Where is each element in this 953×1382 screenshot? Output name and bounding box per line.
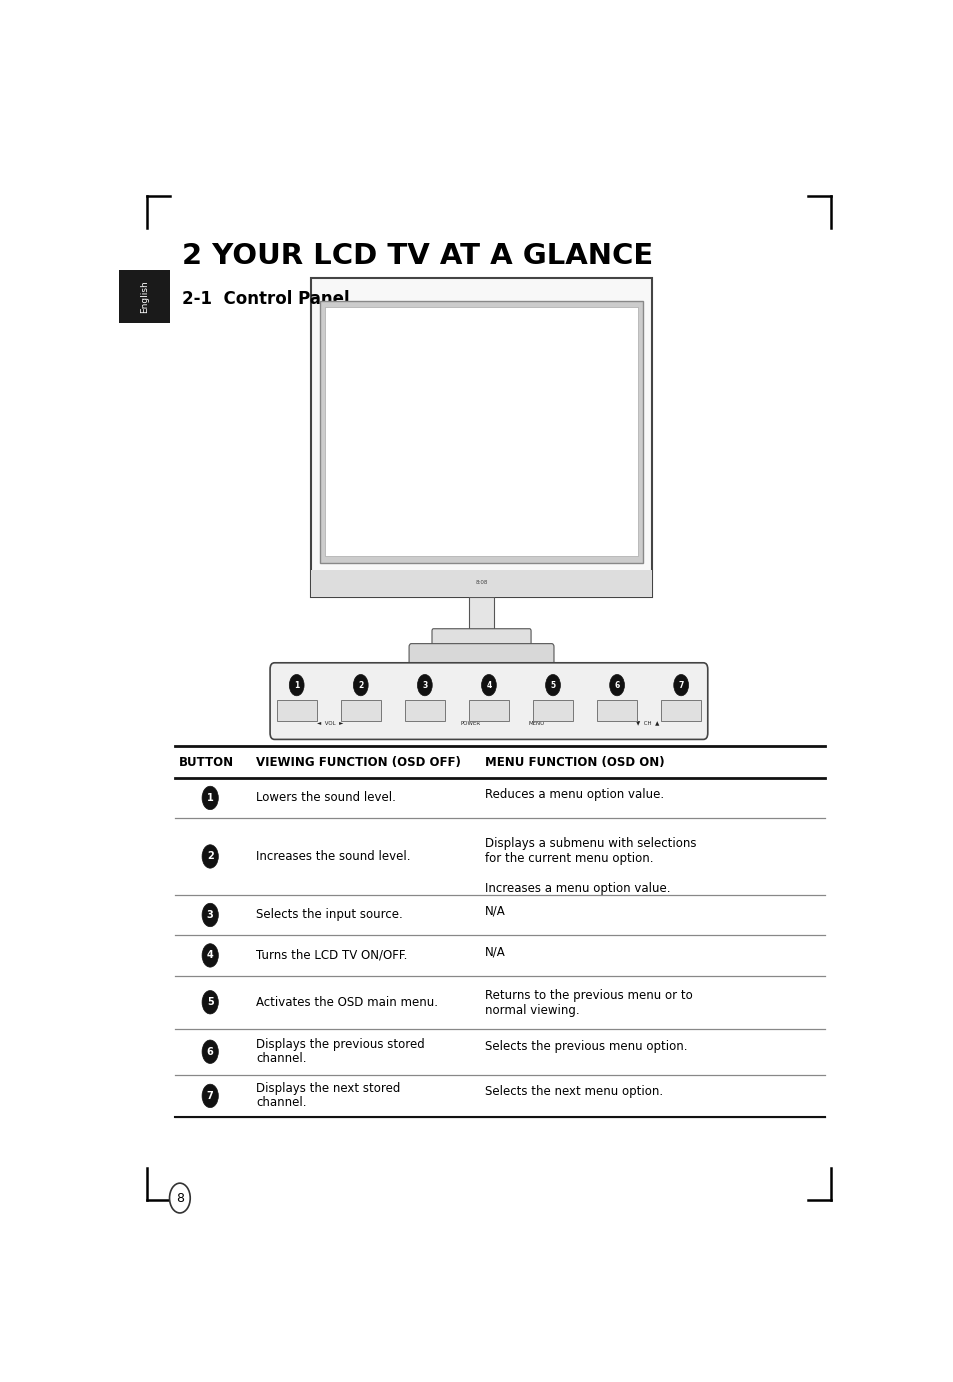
Text: 4: 4 [486, 681, 491, 690]
Text: MENU: MENU [528, 720, 544, 726]
Text: Returns to the previous menu or to: Returns to the previous menu or to [485, 990, 692, 1002]
Text: 3: 3 [207, 909, 213, 920]
Text: for the current menu option.: for the current menu option. [485, 853, 653, 865]
Text: 2 YOUR LCD TV AT A GLANCE: 2 YOUR LCD TV AT A GLANCE [182, 242, 653, 271]
FancyBboxPatch shape [432, 629, 531, 650]
Text: Displays a submenu with selections: Displays a submenu with selections [485, 837, 696, 850]
FancyBboxPatch shape [660, 701, 700, 721]
Text: N/A: N/A [485, 905, 505, 918]
Circle shape [609, 674, 624, 695]
Text: MENU FUNCTION (OSD ON): MENU FUNCTION (OSD ON) [485, 756, 664, 770]
Circle shape [545, 674, 559, 695]
FancyBboxPatch shape [311, 571, 651, 597]
Text: 2-1  Control Panel: 2-1 Control Panel [182, 290, 350, 308]
Circle shape [202, 1041, 218, 1063]
Text: 1: 1 [207, 793, 213, 803]
Text: 6: 6 [614, 681, 619, 690]
Text: POWER: POWER [460, 720, 480, 726]
Text: 2: 2 [207, 851, 213, 861]
Text: Activates the OSD main menu.: Activates the OSD main menu. [255, 996, 437, 1009]
Text: 8:08: 8:08 [475, 580, 487, 586]
Text: 4: 4 [207, 951, 213, 960]
Text: 1: 1 [294, 681, 299, 690]
FancyBboxPatch shape [270, 663, 707, 739]
Text: Displays the previous stored: Displays the previous stored [255, 1038, 424, 1052]
Text: Reduces a menu option value.: Reduces a menu option value. [485, 788, 663, 800]
FancyBboxPatch shape [311, 278, 651, 597]
FancyBboxPatch shape [597, 701, 637, 721]
Circle shape [202, 904, 218, 927]
Text: normal viewing.: normal viewing. [485, 1003, 579, 1017]
Text: 2: 2 [357, 681, 363, 690]
Text: 8: 8 [175, 1191, 184, 1205]
Text: 5: 5 [550, 681, 555, 690]
Text: Increases the sound level.: Increases the sound level. [255, 850, 410, 862]
Circle shape [202, 786, 218, 810]
Circle shape [202, 991, 218, 1014]
Text: Selects the previous menu option.: Selects the previous menu option. [485, 1041, 687, 1053]
Text: Displays the next stored: Displays the next stored [255, 1082, 400, 1096]
Text: 6: 6 [207, 1046, 213, 1057]
Text: Lowers the sound level.: Lowers the sound level. [255, 792, 395, 804]
FancyBboxPatch shape [469, 701, 508, 721]
Text: Increases a menu option value.: Increases a menu option value. [485, 882, 670, 896]
FancyBboxPatch shape [276, 701, 316, 721]
Text: 7: 7 [207, 1090, 213, 1101]
Circle shape [289, 674, 304, 695]
Circle shape [202, 944, 218, 967]
Text: 3: 3 [422, 681, 427, 690]
Circle shape [170, 1183, 190, 1213]
Circle shape [417, 674, 432, 695]
FancyBboxPatch shape [468, 597, 494, 630]
Circle shape [202, 844, 218, 868]
FancyBboxPatch shape [340, 701, 380, 721]
FancyBboxPatch shape [119, 269, 170, 323]
Text: Selects the next menu option.: Selects the next menu option. [485, 1085, 662, 1099]
Text: channel.: channel. [255, 1052, 306, 1066]
Text: N/A: N/A [485, 945, 505, 958]
FancyBboxPatch shape [324, 307, 638, 557]
Text: 5: 5 [207, 998, 213, 1007]
Circle shape [481, 674, 496, 695]
Text: BUTTON: BUTTON [178, 756, 233, 770]
Text: English: English [140, 281, 149, 314]
FancyBboxPatch shape [409, 644, 554, 668]
FancyBboxPatch shape [533, 701, 573, 721]
Text: Turns the LCD TV ON/OFF.: Turns the LCD TV ON/OFF. [255, 949, 407, 962]
Circle shape [202, 1085, 218, 1107]
Circle shape [673, 674, 688, 695]
Text: VIEWING FUNCTION (OSD OFF): VIEWING FUNCTION (OSD OFF) [255, 756, 460, 770]
FancyBboxPatch shape [320, 301, 642, 562]
Text: ◄  VOL  ►: ◄ VOL ► [316, 720, 343, 726]
Text: 7: 7 [678, 681, 683, 690]
Text: channel.: channel. [255, 1096, 306, 1110]
Text: ▼  CH  ▲: ▼ CH ▲ [636, 720, 659, 726]
FancyBboxPatch shape [404, 701, 444, 721]
Circle shape [353, 674, 368, 695]
Text: Selects the input source.: Selects the input source. [255, 908, 402, 922]
